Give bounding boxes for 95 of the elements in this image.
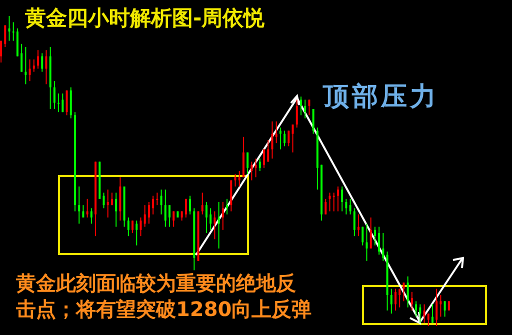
candlestick [20, 43, 23, 72]
candlestick [349, 198, 352, 215]
candlestick [288, 130, 290, 147]
candlestick [234, 174, 236, 187]
candlestick [24, 46, 27, 85]
candlestick [148, 202, 150, 224]
candlestick [246, 152, 249, 175]
candlestick [12, 22, 14, 42]
candlestick [312, 108, 314, 134]
candlestick [410, 291, 413, 311]
candlestick [214, 210, 216, 240]
candlestick [4, 24, 6, 48]
candlestick [8, 16, 10, 42]
candlestick [254, 158, 257, 178]
candlestick [358, 214, 360, 237]
candlestick [271, 120, 274, 160]
candlestick [263, 148, 266, 168]
candlestick [156, 192, 158, 206]
annotation: 黄金此刻面临较为重要的绝地反击点；将有望突破1280向上反弹 [16, 270, 313, 322]
candlestick [218, 202, 220, 249]
candlestick [292, 124, 294, 153]
candlestick [136, 220, 138, 246]
candlestick [284, 130, 286, 147]
candlestick [345, 198, 348, 215]
candlestick [341, 186, 344, 212]
candlestick [184, 198, 187, 218]
candlestick [127, 217, 130, 237]
candlestick [144, 204, 146, 228]
candlestick [436, 288, 438, 326]
candlestick [201, 192, 204, 215]
candlestick [53, 80, 56, 110]
candlestick [28, 58, 31, 82]
candlestick [106, 189, 109, 218]
candlestick [115, 192, 118, 228]
candlestick [226, 198, 228, 215]
candlestick [332, 192, 335, 212]
candlestick [102, 192, 105, 209]
candlestick [168, 204, 170, 228]
candlestick [431, 304, 434, 324]
candlestick [78, 186, 80, 224]
candlestick [90, 208, 92, 224]
candlestick [222, 202, 224, 230]
candlestick [366, 223, 368, 262]
candlestick [382, 232, 384, 262]
candlestick [370, 217, 372, 249]
candlestick [0, 40, 2, 63]
candlestick [86, 198, 88, 218]
candlestick [45, 50, 48, 85]
candlestick [258, 158, 261, 172]
candlestick [296, 99, 298, 128]
candlestick [152, 195, 154, 215]
candlestick [336, 186, 339, 212]
candlestick [390, 288, 392, 314]
annotation: 顶部压力 [323, 81, 439, 114]
candlestick [398, 288, 401, 308]
candlestick [440, 294, 442, 318]
candlestick [353, 208, 356, 237]
candlestick [394, 288, 396, 311]
candlestick [304, 99, 306, 119]
candlestick [66, 90, 68, 116]
candlestick [189, 195, 192, 215]
candlestick [308, 99, 310, 116]
candlestick [110, 192, 113, 206]
chart-title: 黄金四小时解析图-周依悦 [25, 5, 265, 32]
candlestick [402, 282, 405, 302]
candlestick [238, 170, 240, 187]
candlestick [406, 276, 409, 308]
candlestick [419, 304, 422, 324]
candlestick [279, 127, 282, 150]
candlestick [37, 50, 40, 70]
candlestick [250, 161, 253, 181]
candlestick [415, 300, 418, 318]
candlestick [374, 226, 376, 246]
candlestick [275, 120, 278, 144]
candlestick [32, 58, 35, 72]
candlestick [58, 93, 60, 113]
candlestick [210, 208, 212, 230]
candlestick [164, 189, 166, 228]
candlestick [423, 304, 426, 324]
candlestick [300, 96, 302, 116]
candlestick [140, 217, 142, 237]
candlestick [378, 226, 380, 256]
candlestick [62, 93, 64, 113]
candlestick [427, 313, 430, 326]
candlestick [362, 226, 364, 246]
candlestick [41, 52, 44, 72]
candlestick [160, 189, 162, 215]
candlestick [267, 140, 270, 162]
candlestick [328, 192, 331, 212]
candlestick [172, 210, 175, 228]
candlestick [324, 198, 327, 215]
candlestick [82, 204, 84, 218]
candlestick [132, 220, 134, 234]
candlestick [444, 300, 446, 318]
candlestick [205, 202, 208, 234]
